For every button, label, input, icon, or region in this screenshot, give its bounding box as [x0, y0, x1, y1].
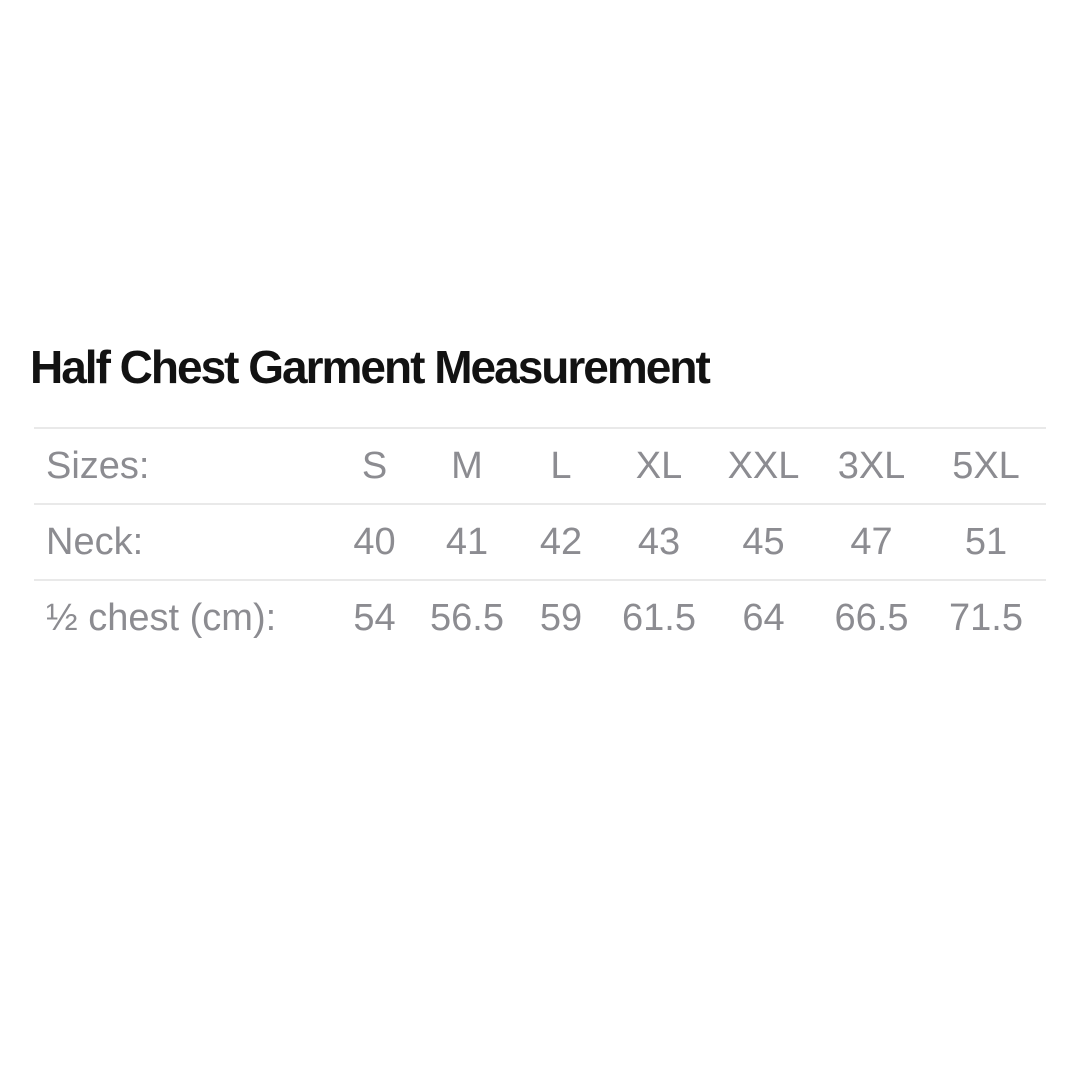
size-cell: XL	[635, 444, 683, 487]
neck-cell: 43	[637, 520, 681, 563]
neck-cell: 42	[539, 520, 583, 563]
half-chest-cell: 71.5	[949, 596, 1023, 639]
table-row-half-chest: ½ chest (cm): 54 56.5 59 61.5 64 66.5 71…	[34, 580, 1046, 655]
neck-cell: 45	[742, 520, 785, 563]
half-chest-cell: 64	[742, 596, 785, 639]
half-chest-cell: 56.5	[430, 596, 504, 639]
row-header-sizes: Sizes:	[46, 444, 150, 487]
size-cell: 5XL	[952, 444, 1020, 487]
half-chest-cell: 61.5	[622, 596, 696, 639]
neck-cell: 51	[964, 520, 1008, 563]
size-cell: M	[451, 444, 483, 487]
row-header-neck: Neck:	[46, 520, 144, 563]
size-cell: XXL	[727, 444, 800, 487]
table-row-neck: Neck: 40 41 42 43 45 47 51	[34, 504, 1046, 580]
half-chest-cell: 54	[353, 596, 396, 639]
half-chest-cell: 59	[539, 596, 583, 639]
neck-cell: 41	[445, 520, 489, 563]
size-chart-table: Sizes: S M L XL XXL 3XL 5XL Neck: 40 41 …	[34, 427, 1046, 655]
size-cell: L	[550, 444, 572, 487]
table-row-sizes: Sizes: S M L XL XXL 3XL 5XL	[34, 428, 1046, 504]
row-header-half-chest: ½ chest (cm):	[46, 596, 277, 639]
neck-cell: 40	[353, 520, 396, 563]
size-cell: S	[361, 444, 388, 487]
half-chest-cell: 66.5	[834, 596, 909, 639]
neck-cell: 47	[850, 520, 893, 563]
page-title: Half Chest Garment Measurement	[30, 341, 711, 393]
size-cell: 3XL	[837, 444, 906, 487]
